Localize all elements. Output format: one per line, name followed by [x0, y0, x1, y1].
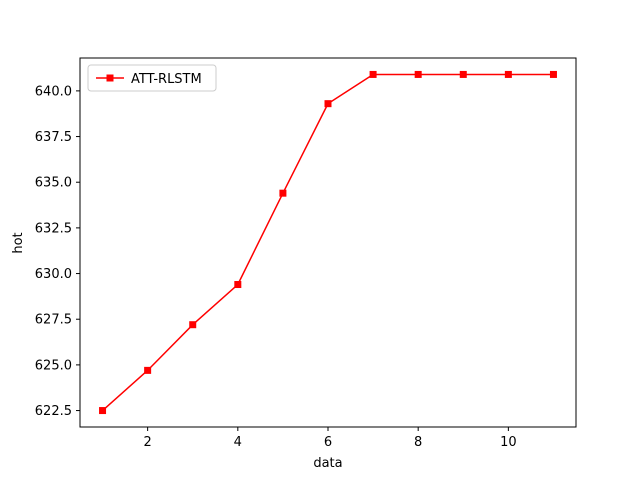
x-axis: 2 4 6 8 10: [143, 427, 517, 450]
data-point-marker: [324, 100, 332, 108]
legend: ATT-RLSTM: [87, 64, 217, 92]
legend-marker-square: [106, 74, 114, 82]
x-tick-label: 2: [143, 435, 151, 450]
y-axis: 622.5 625.0 627.5 630.0 632.5 635.0 637.5 640.0: [35, 84, 80, 419]
data-point-marker: [99, 407, 107, 415]
data-point-marker: [414, 70, 422, 78]
y-tick-label: 625.0: [35, 358, 72, 373]
y-tick-label: 637.5: [35, 130, 72, 145]
legend-box: [87, 64, 217, 92]
plot-area: [99, 70, 557, 415]
data-point-marker: [189, 321, 197, 329]
data-point-marker: [369, 70, 377, 78]
y-tick-label: 635.0: [35, 176, 72, 191]
y-tick-label: 632.5: [35, 221, 72, 236]
data-point-marker: [549, 70, 557, 78]
y-tick-label: 640.0: [35, 84, 72, 99]
data-point-marker: [459, 70, 467, 78]
x-tick-label: 10: [500, 435, 517, 450]
x-tick-label: 6: [324, 435, 332, 450]
data-point-marker: [279, 189, 287, 197]
y-axis-label: hot: [11, 232, 26, 253]
data-point-marker: [144, 366, 152, 374]
y-tick-label: 627.5: [35, 313, 72, 328]
y-tick-label: 622.5: [35, 404, 72, 419]
legend-label: ATT-RLSTM: [131, 72, 202, 87]
x-tick-label: 4: [234, 435, 242, 450]
data-point-marker: [234, 281, 242, 289]
x-tick-label: 8: [414, 435, 422, 450]
x-axis-label: data: [313, 456, 342, 471]
y-tick-label: 630.0: [35, 267, 72, 282]
data-point-marker: [504, 70, 512, 78]
